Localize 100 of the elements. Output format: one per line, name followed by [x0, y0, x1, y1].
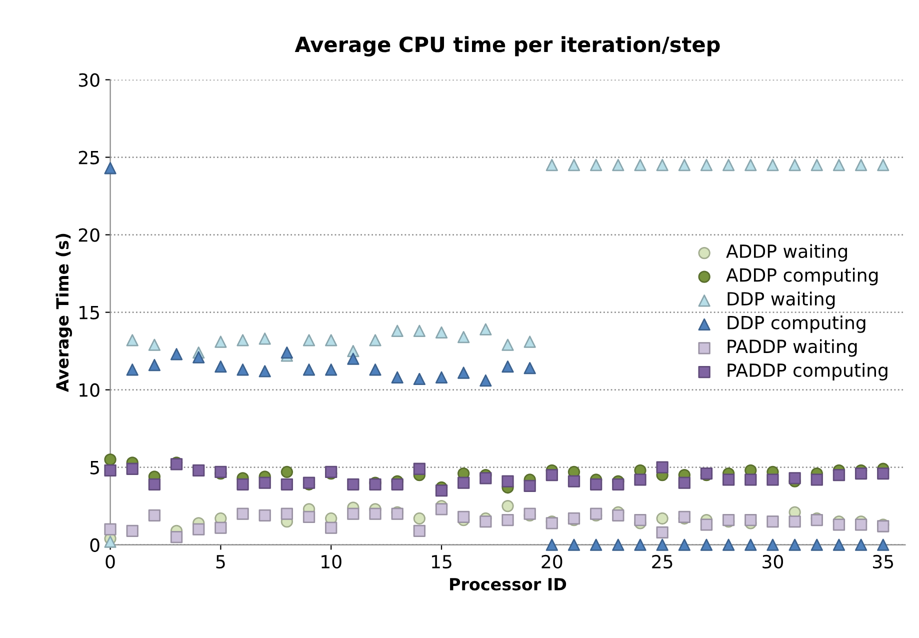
- point: [766, 474, 779, 486]
- point: [347, 478, 360, 490]
- point: [280, 466, 294, 478]
- point: [656, 538, 668, 551]
- point: [568, 158, 580, 172]
- point: [854, 467, 868, 480]
- point: [656, 158, 668, 172]
- point: [590, 538, 602, 551]
- point: [634, 538, 646, 551]
- point: [104, 464, 116, 477]
- legend-label: ADDP computing: [726, 268, 878, 286]
- point: [524, 480, 536, 492]
- x-tick-label: 5: [216, 555, 225, 569]
- point: [280, 346, 294, 359]
- point: [877, 538, 890, 551]
- y-tick-label: 15: [80, 306, 99, 320]
- legend-label: DDP computing: [728, 315, 866, 333]
- point: [148, 358, 161, 372]
- legend-label: DDP waiting: [728, 292, 835, 310]
- point: [325, 334, 338, 346]
- y-tick-label: 30: [78, 73, 100, 87]
- point: [744, 538, 757, 551]
- point: [302, 510, 316, 524]
- point: [480, 516, 492, 528]
- point: [634, 514, 646, 526]
- legend-label: ADDP waiting: [726, 244, 847, 262]
- y-tick-label: 5: [90, 461, 99, 474]
- point: [325, 522, 338, 534]
- point: [788, 538, 801, 551]
- point: [854, 158, 868, 172]
- point: [502, 514, 514, 526]
- point: [170, 531, 183, 544]
- point: [258, 476, 271, 489]
- point: [854, 538, 868, 551]
- point: [413, 462, 426, 475]
- point: [722, 474, 735, 486]
- point: [612, 509, 624, 522]
- point: [214, 360, 227, 373]
- point: [458, 510, 470, 524]
- point: [302, 334, 316, 346]
- point: [435, 326, 448, 339]
- point: [126, 364, 138, 376]
- point: [832, 518, 846, 531]
- y-axis-title: Average Time (s): [56, 234, 72, 392]
- point: [502, 500, 514, 512]
- point: [766, 538, 779, 551]
- point: [810, 538, 823, 551]
- point: [788, 472, 801, 484]
- point: [810, 474, 823, 486]
- y-tick-label: 20: [78, 228, 100, 242]
- point: [744, 514, 757, 526]
- point: [435, 484, 448, 497]
- point: [258, 332, 271, 345]
- x-tick-label: 30: [762, 554, 784, 569]
- point: [192, 351, 205, 364]
- point: [192, 523, 205, 536]
- point: [126, 524, 138, 537]
- point: [280, 478, 294, 490]
- point: [369, 508, 382, 520]
- point: [656, 512, 668, 525]
- point: [656, 461, 668, 474]
- point: [634, 158, 646, 172]
- point: [325, 364, 338, 376]
- point: [590, 478, 602, 490]
- point: [788, 158, 801, 172]
- legend-label: PADDP waiting: [728, 339, 857, 357]
- point: [590, 158, 602, 172]
- point: [458, 366, 470, 379]
- point: [832, 538, 846, 551]
- point: [192, 464, 205, 477]
- point: [678, 476, 690, 489]
- point: [480, 323, 492, 336]
- point: [766, 158, 779, 172]
- point: [236, 478, 249, 490]
- point: [104, 523, 116, 536]
- x-axis-title: Processor ID: [450, 578, 566, 591]
- point: [502, 475, 514, 488]
- point: [722, 538, 735, 551]
- point: [678, 158, 690, 172]
- point: [656, 526, 668, 539]
- point: [236, 364, 249, 376]
- point: [148, 509, 161, 522]
- x-tick-label: 25: [652, 554, 672, 569]
- point: [302, 364, 316, 376]
- point: [744, 474, 757, 486]
- point: [280, 508, 294, 520]
- point: [832, 469, 846, 482]
- point: [170, 348, 183, 360]
- point: [700, 518, 713, 531]
- point: [546, 538, 558, 551]
- point: [546, 158, 558, 172]
- point: [766, 516, 779, 528]
- point: [877, 467, 890, 480]
- y-tick-label: 0: [90, 538, 100, 552]
- point: [391, 371, 404, 384]
- point: [214, 522, 227, 534]
- point: [347, 352, 360, 365]
- y-tick-label: 10: [80, 383, 100, 397]
- point: [413, 372, 426, 386]
- point: [413, 512, 426, 525]
